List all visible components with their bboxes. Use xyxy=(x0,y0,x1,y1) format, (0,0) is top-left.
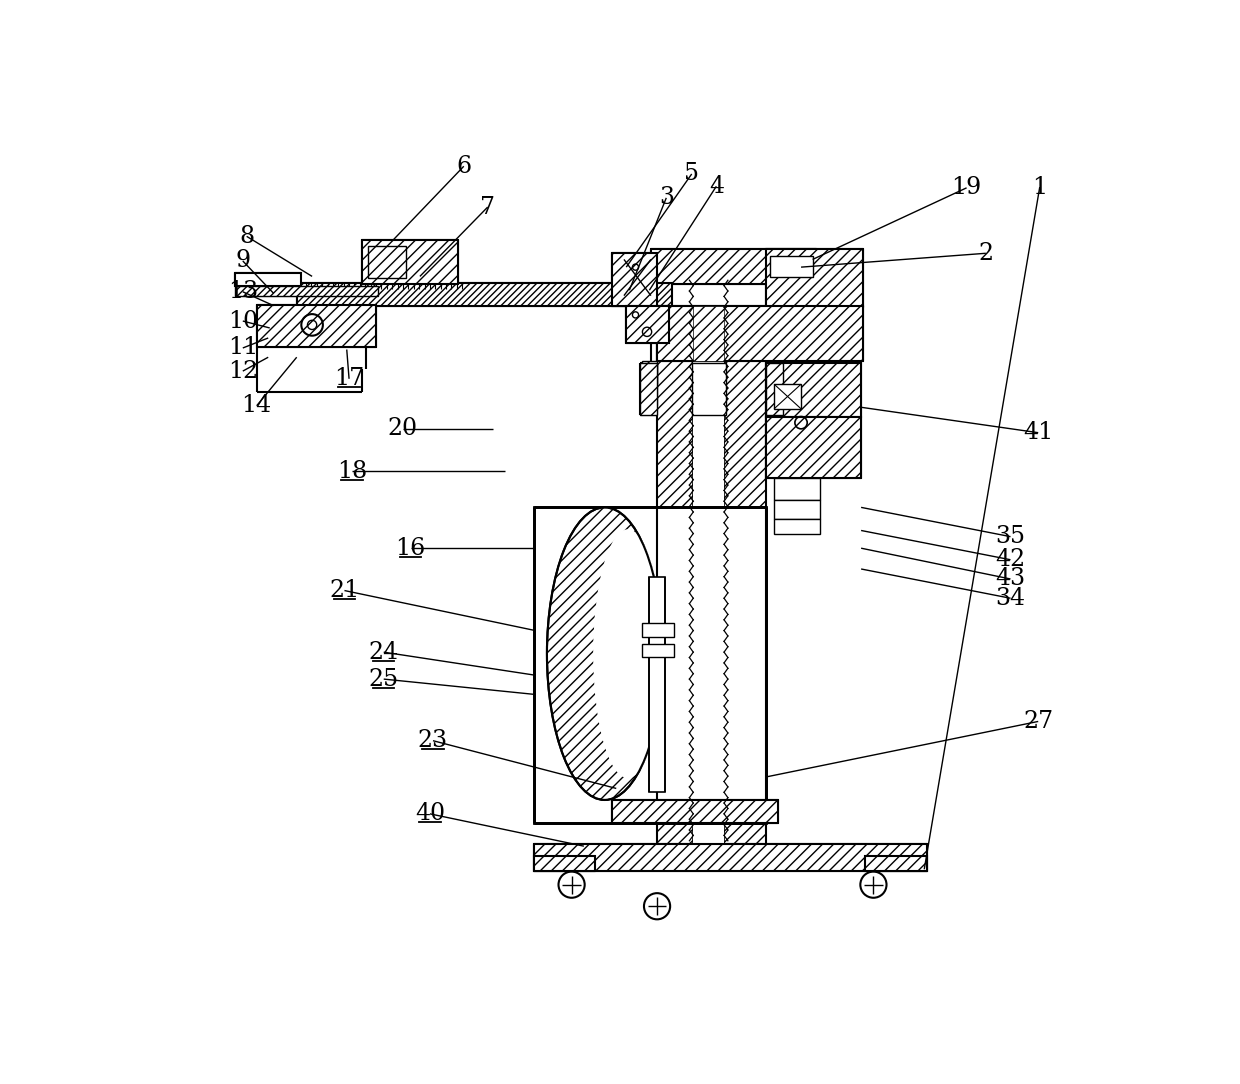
Bar xyxy=(236,286,377,296)
Bar xyxy=(766,363,861,416)
Text: 5: 5 xyxy=(684,163,699,185)
Text: 17: 17 xyxy=(334,367,365,390)
Bar xyxy=(613,800,777,823)
Text: 42: 42 xyxy=(996,549,1025,571)
Bar xyxy=(774,384,801,409)
Text: 8: 8 xyxy=(239,224,254,248)
Polygon shape xyxy=(766,363,777,392)
Bar xyxy=(650,577,665,792)
Text: 16: 16 xyxy=(396,537,425,559)
Text: 10: 10 xyxy=(228,310,258,333)
Bar xyxy=(692,363,725,415)
Text: 21: 21 xyxy=(330,579,360,602)
Text: 14: 14 xyxy=(242,395,272,417)
Text: 3: 3 xyxy=(658,186,673,209)
Text: 6: 6 xyxy=(456,155,471,178)
Bar xyxy=(770,256,812,278)
Polygon shape xyxy=(766,361,781,405)
Text: 24: 24 xyxy=(368,641,399,663)
Bar xyxy=(640,363,657,415)
Bar xyxy=(641,361,657,384)
Text: 1: 1 xyxy=(1032,176,1048,198)
Bar xyxy=(766,416,861,478)
Text: 18: 18 xyxy=(337,460,367,482)
Bar xyxy=(866,856,926,870)
Text: 20: 20 xyxy=(388,417,418,440)
Bar xyxy=(641,645,675,657)
Text: 2: 2 xyxy=(978,242,993,264)
Text: 35: 35 xyxy=(996,525,1025,549)
Bar xyxy=(367,246,405,278)
Bar xyxy=(651,249,816,284)
Text: 7: 7 xyxy=(480,195,495,219)
Bar xyxy=(774,478,821,500)
Bar xyxy=(766,361,781,384)
Bar xyxy=(534,856,595,870)
Bar xyxy=(766,249,863,307)
Polygon shape xyxy=(641,361,657,405)
Text: 9: 9 xyxy=(236,249,250,272)
Text: 25: 25 xyxy=(368,668,399,691)
Text: 27: 27 xyxy=(1023,710,1053,733)
Text: 12: 12 xyxy=(228,360,258,383)
Bar xyxy=(766,363,784,415)
Bar xyxy=(236,272,300,286)
Text: 13: 13 xyxy=(228,281,258,304)
Bar xyxy=(657,361,766,843)
Bar xyxy=(534,507,766,823)
Polygon shape xyxy=(646,363,657,392)
Text: 34: 34 xyxy=(996,586,1025,609)
Bar xyxy=(641,623,675,636)
Bar xyxy=(693,353,724,843)
Text: 19: 19 xyxy=(951,177,982,199)
Bar xyxy=(626,306,668,343)
Bar xyxy=(613,254,657,306)
Bar xyxy=(774,519,821,534)
Text: 11: 11 xyxy=(228,336,258,360)
Bar xyxy=(296,283,672,306)
Bar xyxy=(534,843,926,870)
Text: 4: 4 xyxy=(709,175,724,197)
Bar xyxy=(774,500,821,519)
Bar xyxy=(657,306,863,361)
Text: 41: 41 xyxy=(1023,422,1053,444)
Text: 23: 23 xyxy=(418,730,448,752)
Ellipse shape xyxy=(593,529,662,778)
Bar xyxy=(362,241,459,284)
Bar xyxy=(257,305,376,347)
Bar xyxy=(693,306,724,361)
Text: 43: 43 xyxy=(996,568,1025,591)
Ellipse shape xyxy=(547,507,662,800)
Text: 40: 40 xyxy=(415,802,445,825)
